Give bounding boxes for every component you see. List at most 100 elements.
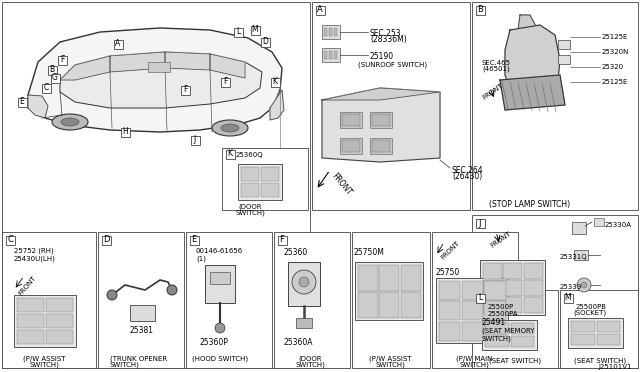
Bar bbox=[571, 321, 595, 332]
Bar bbox=[329, 51, 332, 59]
Bar bbox=[316, 6, 324, 15]
Bar bbox=[342, 140, 360, 152]
Bar bbox=[221, 77, 230, 87]
Text: (SEAT SWITCH): (SEAT SWITCH) bbox=[489, 357, 541, 363]
Text: J25101V1: J25101V1 bbox=[598, 364, 632, 370]
Bar bbox=[296, 318, 312, 328]
Text: SWITCH): SWITCH) bbox=[235, 210, 265, 217]
Text: (46501): (46501) bbox=[482, 66, 509, 73]
Bar bbox=[401, 265, 420, 291]
Bar bbox=[596, 334, 620, 345]
Bar bbox=[322, 25, 340, 39]
Bar bbox=[558, 40, 570, 49]
Bar bbox=[476, 218, 484, 228]
Text: (SEAT SWITCH): (SEAT SWITCH) bbox=[574, 357, 626, 363]
Bar bbox=[6, 235, 15, 244]
Bar bbox=[596, 321, 620, 332]
Text: SWITCH): SWITCH) bbox=[29, 362, 59, 369]
Polygon shape bbox=[28, 95, 48, 118]
Bar bbox=[380, 265, 399, 291]
Bar bbox=[312, 2, 470, 210]
Bar bbox=[113, 39, 122, 48]
Text: 25500P: 25500P bbox=[488, 304, 515, 310]
Text: SWITCH): SWITCH) bbox=[459, 362, 489, 369]
Bar bbox=[558, 55, 570, 64]
Bar bbox=[401, 292, 420, 317]
Bar bbox=[439, 322, 460, 340]
Text: 25750: 25750 bbox=[436, 268, 460, 277]
Bar bbox=[241, 167, 259, 181]
Bar bbox=[352, 232, 430, 368]
Text: D: D bbox=[103, 235, 109, 244]
Bar bbox=[563, 294, 573, 302]
Text: L: L bbox=[236, 28, 240, 36]
Polygon shape bbox=[60, 56, 110, 80]
Text: 25320: 25320 bbox=[602, 64, 624, 70]
Ellipse shape bbox=[212, 120, 248, 136]
Bar bbox=[480, 260, 545, 315]
Bar bbox=[342, 114, 360, 126]
Text: E: E bbox=[20, 97, 24, 106]
Bar bbox=[148, 62, 170, 72]
Bar bbox=[524, 297, 543, 312]
Polygon shape bbox=[28, 28, 282, 132]
Ellipse shape bbox=[61, 118, 79, 126]
Text: K: K bbox=[227, 150, 232, 158]
Bar bbox=[334, 51, 337, 59]
Polygon shape bbox=[505, 25, 560, 95]
Bar bbox=[98, 232, 184, 368]
Text: B: B bbox=[49, 65, 54, 74]
Polygon shape bbox=[60, 52, 262, 108]
Polygon shape bbox=[322, 88, 440, 162]
Bar bbox=[594, 218, 604, 226]
Text: 00146-61656: 00146-61656 bbox=[196, 248, 243, 254]
Text: J: J bbox=[194, 135, 196, 144]
Text: G: G bbox=[52, 74, 58, 83]
Polygon shape bbox=[110, 52, 165, 72]
Bar bbox=[130, 305, 155, 321]
Bar bbox=[483, 280, 502, 295]
Bar bbox=[241, 183, 259, 197]
Text: E: E bbox=[191, 235, 196, 244]
Bar bbox=[42, 83, 51, 93]
Bar bbox=[358, 292, 378, 317]
Bar bbox=[180, 86, 189, 94]
Text: 25752 (RH): 25752 (RH) bbox=[14, 248, 54, 254]
Text: (HOOD SWITCH): (HOOD SWITCH) bbox=[192, 355, 248, 362]
Text: C: C bbox=[7, 235, 13, 244]
Bar bbox=[260, 38, 269, 46]
Polygon shape bbox=[165, 52, 210, 70]
Bar bbox=[503, 263, 522, 279]
Bar bbox=[484, 281, 506, 300]
Text: (TRUNK OPENER: (TRUNK OPENER bbox=[110, 355, 167, 362]
Bar bbox=[461, 281, 483, 300]
Circle shape bbox=[107, 290, 117, 300]
Text: SWITCH): SWITCH) bbox=[482, 335, 512, 341]
Text: 25360Q: 25360Q bbox=[236, 152, 264, 158]
Bar bbox=[238, 164, 282, 200]
Bar bbox=[439, 301, 460, 320]
Text: 25500PA: 25500PA bbox=[488, 311, 518, 317]
Text: (P/W ASSIST: (P/W ASSIST bbox=[23, 355, 65, 362]
Text: FRONT: FRONT bbox=[490, 230, 513, 248]
Text: D: D bbox=[262, 38, 268, 46]
Bar bbox=[483, 263, 502, 279]
Bar bbox=[370, 112, 392, 128]
Bar bbox=[340, 112, 362, 128]
Text: (STOP LAMP SWITCH): (STOP LAMP SWITCH) bbox=[490, 200, 571, 209]
Text: M: M bbox=[252, 26, 259, 35]
Bar bbox=[329, 28, 332, 36]
Circle shape bbox=[292, 270, 316, 294]
Text: 25330A: 25330A bbox=[605, 222, 632, 228]
Text: SWITCH): SWITCH) bbox=[295, 362, 325, 369]
Bar bbox=[288, 262, 320, 306]
Bar bbox=[102, 235, 111, 244]
Bar bbox=[560, 290, 638, 368]
Bar bbox=[503, 297, 522, 312]
Bar bbox=[436, 278, 508, 343]
Text: 25381: 25381 bbox=[130, 326, 154, 335]
Text: (P/W MAIN: (P/W MAIN bbox=[456, 355, 492, 362]
Text: (SEAT MEMORY: (SEAT MEMORY bbox=[482, 328, 534, 334]
Text: M: M bbox=[564, 294, 572, 302]
Bar bbox=[46, 314, 73, 328]
